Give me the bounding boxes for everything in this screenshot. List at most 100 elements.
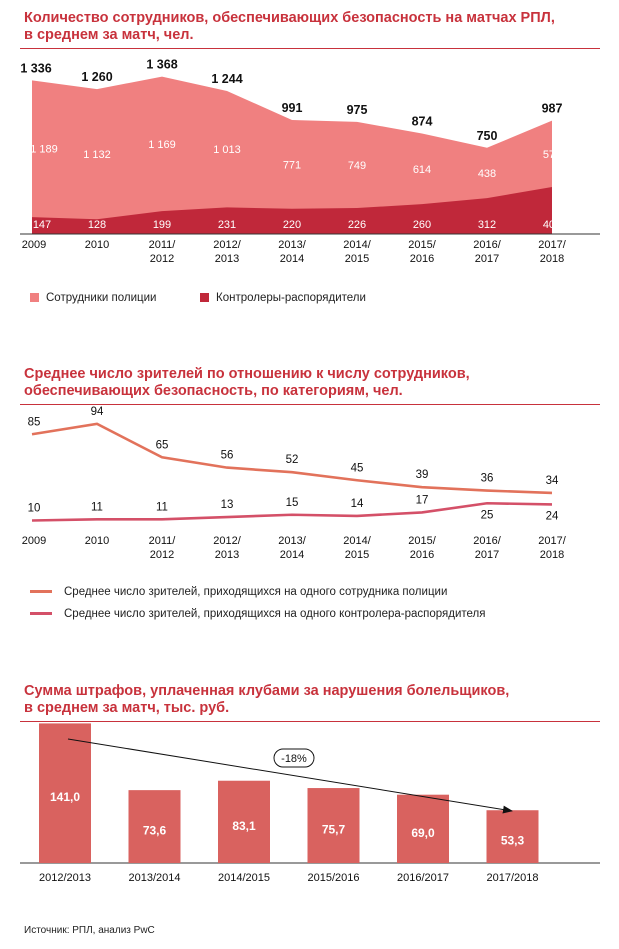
bar-value-label: 75,7 xyxy=(322,823,346,837)
legend-swatch-controllers xyxy=(200,293,209,303)
x-tick-label: 2017/2018 xyxy=(487,872,539,884)
x-tick-label: 2014/2015 xyxy=(343,535,371,561)
legend-item-police: Сотрудники полиции xyxy=(30,292,156,304)
trend-arrow xyxy=(67,738,513,814)
source-note: Источник: РПЛ, анализ PwC xyxy=(24,925,155,936)
legend-swatch-spectators-controllers xyxy=(30,612,52,616)
controllers-ratio-label: 17 xyxy=(416,494,429,506)
chart2-title-rule xyxy=(20,404,600,405)
legend-item-spectators-police: Среднее число зрителей, приходящихся на … xyxy=(30,586,447,598)
bar-value-label: 53,3 xyxy=(501,834,525,848)
total-label: 1 244 xyxy=(211,72,242,86)
x-tick-label: 2009 xyxy=(22,239,46,251)
chart3-title: Сумма штрафов, уплаченная клубами за нар… xyxy=(24,683,510,716)
controllers-value-label: 312 xyxy=(478,219,496,231)
x-tick-label: 2015/2016 xyxy=(408,239,436,265)
police-ratio-label: 39 xyxy=(416,469,429,481)
x-tick-label: 2012/2013 xyxy=(39,872,91,884)
legend-swatch-spectators-police xyxy=(30,590,52,594)
total-label: 1 336 xyxy=(20,61,51,75)
x-tick-label: 2012/2013 xyxy=(213,239,241,265)
bar xyxy=(307,788,360,863)
x-tick-label: 2015/2016 xyxy=(308,872,360,884)
bar xyxy=(218,780,270,863)
bar-value-label: 141,0 xyxy=(50,790,80,804)
bar xyxy=(128,790,181,863)
police-value-label: 1 132 xyxy=(83,149,111,161)
controllers-ratio-label: 11 xyxy=(156,501,168,513)
x-tick-label: 2010 xyxy=(85,239,109,251)
chart1-title: Количество сотрудников, обеспечивающих б… xyxy=(24,10,555,43)
controllers-value-label: 231 xyxy=(218,219,236,231)
controllers-ratio-label: 15 xyxy=(286,497,299,509)
police-value-label: 438 xyxy=(478,168,496,180)
police-ratio-label: 36 xyxy=(481,473,494,485)
x-tick-label: 2016/2017 xyxy=(473,239,501,265)
line-spectators-police xyxy=(31,422,553,495)
total-label: 975 xyxy=(347,103,368,117)
trend-badge xyxy=(273,748,315,768)
controllers-ratio-label: 13 xyxy=(221,499,234,511)
legend-item-spectators-controllers: Среднее число зрителей, приходящихся на … xyxy=(30,608,485,620)
police-ratio-label: 85 xyxy=(28,416,41,428)
x-tick-label: 2017/2018 xyxy=(538,239,566,265)
total-label: 750 xyxy=(477,129,498,143)
x-tick-label: 2015/2016 xyxy=(408,535,436,561)
total-label: 1 260 xyxy=(81,70,112,84)
x-tick-label: 2011/2012 xyxy=(149,535,177,561)
legend-label-spectators-controllers: Среднее число зрителей, приходящихся на … xyxy=(64,608,486,620)
chart3-title-rule xyxy=(20,721,600,722)
x-tick-label: 2013/2014 xyxy=(278,239,306,265)
police-value-label: 1 189 xyxy=(30,144,58,156)
chart2-title: Среднее число зрителей по отношению к чи… xyxy=(24,366,470,399)
x-tick-label: 2014/2015 xyxy=(343,239,371,265)
total-label: 1 368 xyxy=(146,58,177,72)
police-value-label: 614 xyxy=(413,164,431,176)
x-tick-label: 2009 xyxy=(22,535,46,547)
legend-label-police: Сотрудники полиции xyxy=(46,292,157,304)
police-ratio-label: 94 xyxy=(91,406,104,418)
line-spectators-controllers xyxy=(31,501,553,522)
x-tick-label: 2013/2014 xyxy=(278,535,306,561)
legend-item-controllers: Контролеры-распорядители xyxy=(200,292,366,304)
bar xyxy=(39,723,91,863)
controllers-value-label: 220 xyxy=(283,219,301,231)
x-tick-label: 2017/2018 xyxy=(538,535,566,561)
bar xyxy=(486,810,539,863)
police-value-label: 1 169 xyxy=(148,139,176,151)
controllers-ratio-label: 25 xyxy=(481,509,494,521)
chart3-bar: 141,0 2012/2013 73,6 2013/2014 83,1 2014/2015… xyxy=(20,723,600,884)
controllers-value-label: 260 xyxy=(413,219,431,231)
police-ratio-label: 56 xyxy=(221,450,234,462)
x-tick-label: 2016/2017 xyxy=(473,535,501,561)
total-label: 991 xyxy=(282,101,303,115)
bar-value-label: 73,6 xyxy=(143,824,167,838)
chart1-title-rule xyxy=(20,48,600,49)
controllers-value-label: 128 xyxy=(88,219,106,231)
x-tick-label: 2014/2015 xyxy=(218,872,270,884)
police-value-label: 577 xyxy=(543,149,561,161)
x-tick-label: 2010 xyxy=(85,535,109,547)
area-police xyxy=(32,76,552,235)
x-tick-label: 2012/2013 xyxy=(213,535,241,561)
controllers-value-label: 226 xyxy=(348,219,366,231)
police-ratio-label: 52 xyxy=(286,454,299,466)
police-ratio-label: 45 xyxy=(351,462,364,474)
chart2-line: 85 10 2009 94 11 2010 65 11 2011/2012 56 13 2012/20… xyxy=(22,406,567,561)
bar xyxy=(397,794,449,863)
bar-value-label: 69,0 xyxy=(411,826,435,840)
area-controllers xyxy=(32,186,552,234)
police-ratio-label: 65 xyxy=(156,439,169,451)
x-tick-label: 2011/2012 xyxy=(149,239,177,265)
controllers-value-label: 147 xyxy=(33,219,51,231)
police-value-label: 749 xyxy=(348,160,366,172)
chart1-stacked-area: 1 336 1 189 147 2009 1 260 1 132 128 2010 1 368 1… xyxy=(20,58,600,265)
bar-value-label: 83,1 xyxy=(232,819,256,833)
controllers-value-label: 409 xyxy=(543,219,561,231)
x-tick-label: 2016/2017 xyxy=(397,872,449,884)
controllers-ratio-label: 11 xyxy=(91,501,103,513)
legend-label-spectators-police: Среднее число зрителей, приходящихся на … xyxy=(64,586,448,598)
police-ratio-label: 34 xyxy=(546,475,559,487)
police-value-label: 1 013 xyxy=(213,144,241,156)
controllers-ratio-label: 10 xyxy=(28,503,41,515)
